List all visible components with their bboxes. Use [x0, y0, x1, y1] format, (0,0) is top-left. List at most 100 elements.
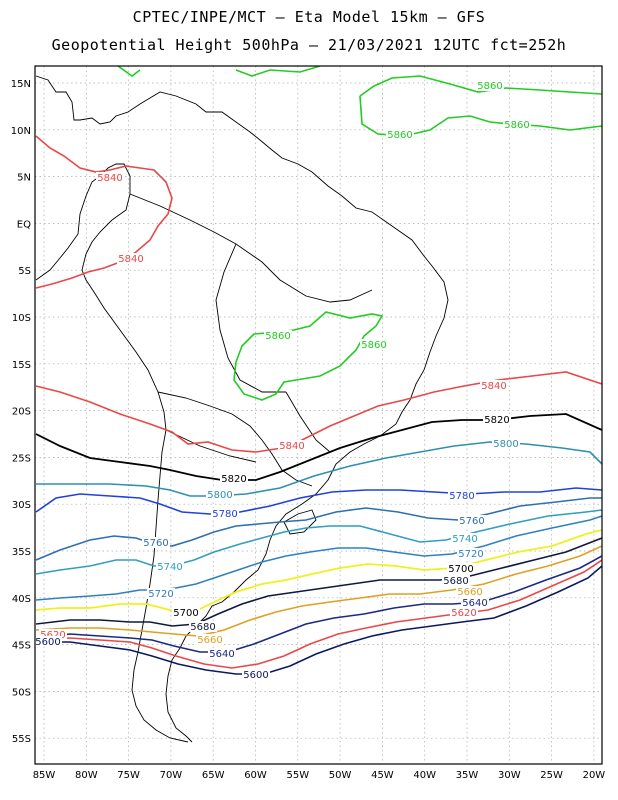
contour-label-5860: 5860 [504, 120, 529, 131]
map-title-line2: Geopotential Height 500hPa – 21/03/2021 … [51, 36, 567, 54]
lon-tick-label: 30W [498, 770, 521, 781]
contour-label-bg [117, 253, 145, 264]
contour-5840-north [35, 135, 173, 289]
lat-tick-label: 10S [12, 313, 31, 324]
contour-label-5800: 5800 [207, 490, 232, 501]
contour-5600 [36, 565, 602, 675]
contour-5640 [35, 555, 602, 653]
contour-label-5860: 5860 [387, 130, 412, 141]
lon-tick-label: 75W [117, 770, 140, 781]
contour-5680 [35, 537, 602, 627]
contour-label-5600: 5600 [243, 670, 268, 681]
lat-tick-label: 25S [12, 453, 31, 464]
contour-lines [35, 66, 602, 675]
contour-label-5720: 5720 [148, 589, 173, 600]
contour-label-5740: 5740 [157, 562, 182, 573]
lon-tick-label: 85W [33, 770, 56, 781]
contour-5760 [35, 497, 602, 561]
contour-labels: 5860 5860 5860 5860 5860 5840 5840 5840 5840 5820… [35, 80, 531, 681]
contour-5780 [35, 487, 602, 515]
contour-5740 [35, 509, 602, 575]
contour-label-bg [196, 634, 224, 645]
contour-label-5600: 5600 [35, 637, 60, 648]
lon-tick-label: 45W [371, 770, 394, 781]
contour-label-bg [147, 588, 175, 599]
contour-label-bg [480, 380, 508, 391]
contour-label-5780: 5780 [449, 491, 474, 502]
contour-label-bg [206, 489, 234, 500]
contour-5660 [35, 545, 602, 637]
contour-label-bg [492, 438, 520, 449]
contour-label-5760: 5760 [143, 538, 168, 549]
contour-label-bg [503, 119, 531, 130]
contour-label-bg [457, 548, 485, 559]
contour-label-5640: 5640 [462, 598, 487, 609]
contour-label-5860: 5860 [265, 331, 290, 342]
contour-label-bg [476, 80, 504, 91]
contour-5620 [35, 559, 602, 669]
lat-tick-label: 35S [12, 547, 31, 558]
contour-5720 [35, 515, 602, 601]
contour-label-5800: 5800 [493, 439, 518, 450]
contour-label-5640: 5640 [209, 649, 234, 660]
contour-label-bg [386, 129, 414, 140]
contour-label-bg [242, 669, 270, 680]
contour-label-5860: 5860 [361, 340, 386, 351]
contour-label-bg [39, 629, 67, 640]
contour-label-bg [450, 607, 478, 618]
lat-tick-label: 5S [18, 266, 31, 277]
longitude-labels: 85W 80W 75W 70W 65W 60W 55W 50W 45W 40W 35W 30W 25W 2… [33, 770, 606, 781]
contour-label-bg [458, 515, 486, 526]
contour-5800 [36, 441, 602, 497]
contour-label-bg [483, 414, 511, 425]
contour-label-bg [172, 607, 200, 618]
contour-label-5820: 5820 [221, 474, 246, 485]
contour-label-bg [211, 508, 239, 519]
contour-label-5700: 5700 [448, 564, 473, 575]
contour-label-5700: 5700 [173, 608, 198, 619]
lat-tick-label: 20S [12, 407, 31, 418]
lon-tick-label: 25W [540, 770, 563, 781]
contour-label-bg [156, 561, 184, 572]
contour-label-bg [208, 648, 236, 659]
contour-5860-north [117, 66, 321, 77]
contour-label-5620: 5620 [40, 630, 65, 641]
lon-tick-label: 70W [160, 770, 183, 781]
lat-tick-label: EQ [17, 219, 31, 230]
contour-label-5660: 5660 [197, 635, 222, 646]
contour-label-5860: 5860 [477, 81, 502, 92]
contour-label-bg [447, 563, 475, 574]
contour-label-5760: 5760 [459, 516, 484, 527]
contour-label-bg [142, 537, 170, 548]
contour-label-bg [278, 440, 306, 451]
contour-label-5840: 5840 [97, 173, 122, 184]
lon-tick-label: 55W [286, 770, 309, 781]
contour-label-5680: 5680 [443, 576, 468, 587]
contour-label-bg [264, 330, 292, 341]
contour-label-bg [456, 586, 484, 597]
lon-tick-label: 65W [202, 770, 225, 781]
contour-label-5620: 5620 [451, 608, 476, 619]
lon-tick-label: 50W [329, 770, 352, 781]
contour-label-bg [189, 621, 217, 632]
contour-label-5840: 5840 [118, 254, 143, 265]
map-title-line1: CPTEC/INPE/MCT – Eta Model 15km – GFS [132, 8, 486, 26]
lat-tick-label: 10N [11, 126, 31, 137]
contour-label-5780: 5780 [212, 509, 237, 520]
lat-tick-label: 50S [12, 687, 31, 698]
lat-tick-label: 15S [12, 360, 31, 371]
contour-label-5720: 5720 [458, 549, 483, 560]
latitude-labels: 15N 10N 5N EQ 5S 10S 15S 20S 25S 30S 35S 40S 45S 50S 5… [11, 79, 31, 745]
graticule [35, 66, 602, 764]
lat-tick-label: 55S [12, 734, 31, 745]
lat-tick-label: 5N [17, 173, 31, 184]
contour-5860-atlantic [359, 75, 602, 137]
contour-label-bg [220, 473, 248, 484]
contour-label-bg [96, 172, 124, 183]
contour-label-5840: 5840 [481, 381, 506, 392]
contour-label-bg [448, 490, 476, 501]
map-frame [34, 65, 603, 765]
lon-tick-label: 40W [413, 770, 436, 781]
lon-tick-label: 80W [75, 770, 98, 781]
